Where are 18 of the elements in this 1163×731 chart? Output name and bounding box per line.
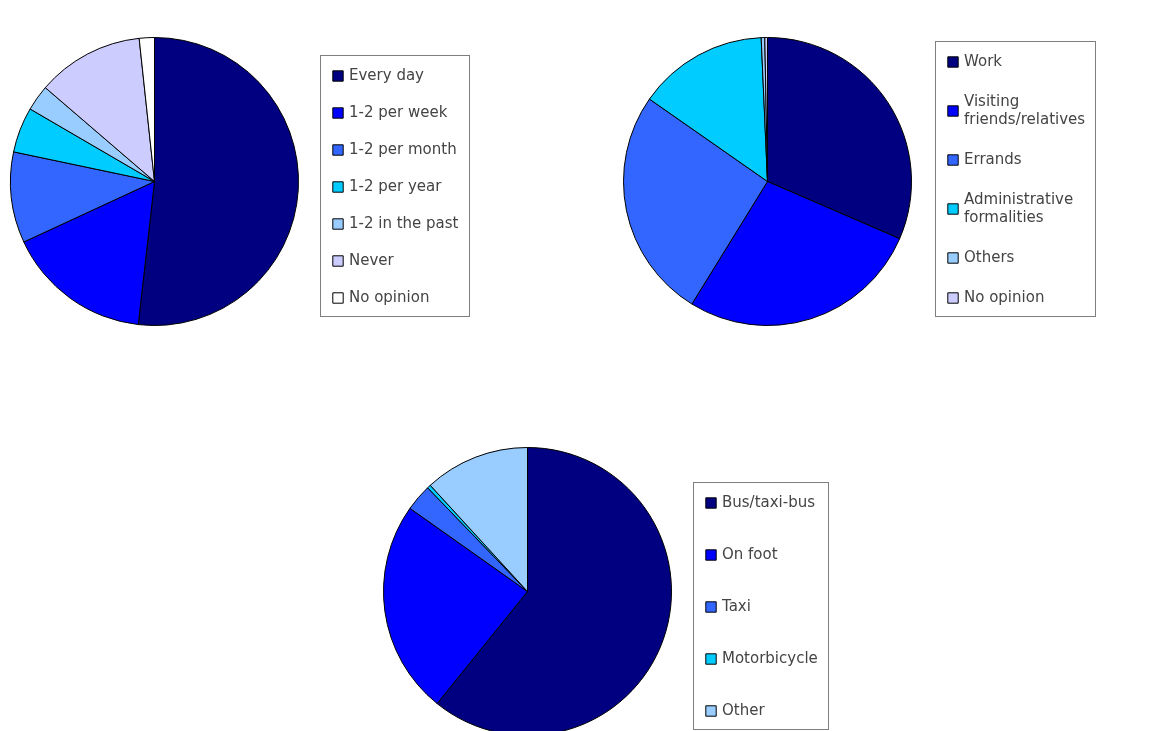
legend-label: 1-2 per month xyxy=(349,140,457,158)
legend-label: Motorbicycle xyxy=(722,649,818,667)
legend-label: Others xyxy=(964,248,1015,266)
legend-label: On foot xyxy=(722,545,778,563)
legend-label: 1-2 per week xyxy=(349,103,448,121)
legend-label: Work xyxy=(964,52,1002,70)
legend-label: Errands xyxy=(964,150,1022,168)
legend-label: No opinion xyxy=(349,288,430,306)
legend-label: Every day xyxy=(349,66,424,84)
legend-label: Visiting friends/relatives xyxy=(964,92,1086,128)
legend-label: Other xyxy=(722,701,765,719)
legend-label: Never xyxy=(349,251,394,269)
legend-label: 1-2 per year xyxy=(349,177,442,195)
legend-label: No opinion xyxy=(964,288,1045,306)
legend-label: Administrative formalities xyxy=(964,190,1074,226)
legend-label: 1-2 in the past xyxy=(349,214,459,232)
legend-label: Bus/taxi-bus xyxy=(722,493,816,511)
legend-label: Taxi xyxy=(722,597,751,615)
